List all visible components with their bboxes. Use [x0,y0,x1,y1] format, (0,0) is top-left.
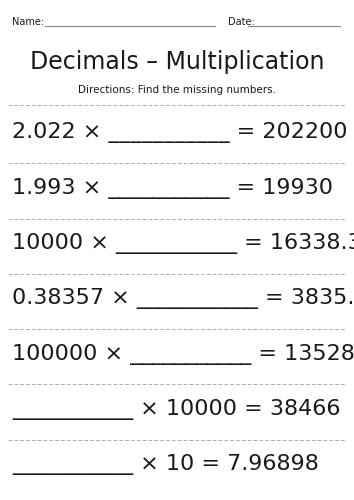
Text: Date:: Date: [228,17,255,27]
Text: Directions: Find the missing numbers.: Directions: Find the missing numbers. [78,85,276,95]
Text: Name:: Name: [12,17,44,27]
Text: 10000 × ___________ = 16338.39: 10000 × ___________ = 16338.39 [12,233,354,254]
Text: ___________ × 10000 = 38466: ___________ × 10000 = 38466 [12,399,341,420]
Text: 1.993 × ___________ = 19930: 1.993 × ___________ = 19930 [12,178,333,199]
Text: 2.022 × ___________ = 202200: 2.022 × ___________ = 202200 [12,122,348,144]
Text: 0.38357 × ___________ = 3835.7: 0.38357 × ___________ = 3835.7 [12,288,354,309]
Text: ___________ × 10 = 7.96898: ___________ × 10 = 7.96898 [12,454,319,475]
Text: 100000 × ___________ = 13528: 100000 × ___________ = 13528 [12,344,354,364]
Text: Decimals – Multiplication: Decimals – Multiplication [30,50,324,74]
